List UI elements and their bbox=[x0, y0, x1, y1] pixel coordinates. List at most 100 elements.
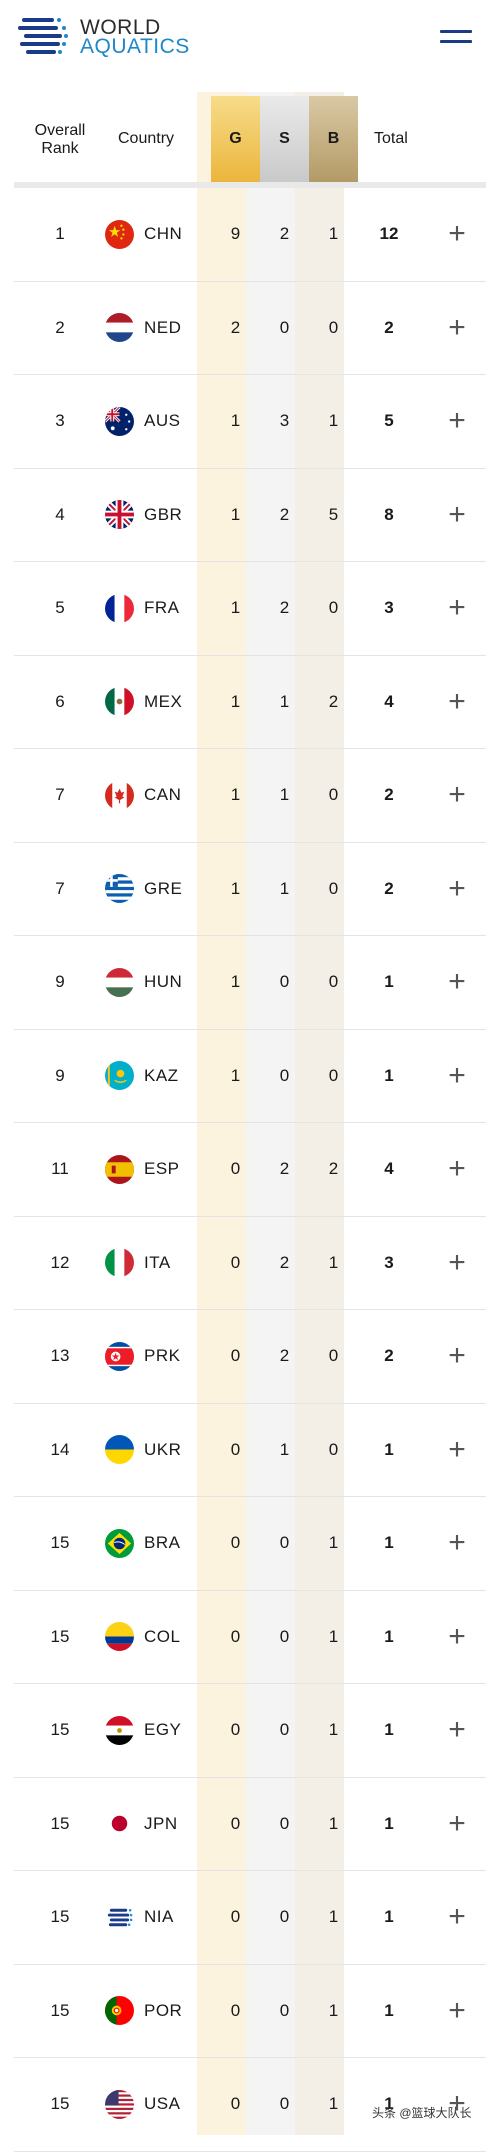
bronze-count: 2 bbox=[328, 1159, 339, 1178]
silver-count: 1 bbox=[279, 1439, 290, 1459]
country-code[interactable]: USA bbox=[144, 2094, 181, 2113]
bronze-count: 2 bbox=[328, 691, 339, 711]
table-row[interactable]: 15 POR 0 0 1 1 + bbox=[14, 1965, 486, 2058]
country-code[interactable]: NED bbox=[144, 317, 182, 337]
expand-plus-icon[interactable]: + bbox=[448, 684, 466, 718]
bronze-header[interactable]: B bbox=[309, 96, 358, 182]
country-code[interactable]: JPN bbox=[144, 1813, 178, 1833]
gold-count: 0 bbox=[230, 1907, 241, 1926]
total-count: 3 bbox=[384, 598, 394, 617]
table-row[interactable]: 13 PRK 0 2 0 2 + bbox=[14, 1310, 486, 1404]
gold-header[interactable]: G bbox=[211, 96, 260, 182]
country-code[interactable]: PRK bbox=[144, 1346, 181, 1365]
rank-cell: 15 bbox=[50, 1626, 70, 1646]
bronze-count: 0 bbox=[328, 317, 339, 337]
prk-flag-icon bbox=[105, 1341, 134, 1371]
country-code[interactable]: MEX bbox=[144, 691, 183, 711]
expand-plus-icon[interactable]: + bbox=[448, 404, 466, 437]
expand-plus-icon[interactable]: + bbox=[448, 217, 466, 250]
table-row[interactable]: 9 HUN 1 0 0 1 + bbox=[14, 936, 486, 1030]
country-code[interactable]: GRE bbox=[144, 878, 183, 898]
silver-header[interactable]: S bbox=[260, 96, 309, 182]
country-code[interactable]: KAZ bbox=[144, 1065, 179, 1085]
expand-plus-icon[interactable]: + bbox=[448, 1245, 466, 1279]
table-row[interactable]: 1 CHN 9 2 1 12 + bbox=[14, 188, 486, 282]
table-row[interactable]: 6 MEX 1 1 2 4 + bbox=[14, 656, 486, 749]
country-code[interactable]: BRA bbox=[144, 1533, 181, 1552]
esp-flag-icon bbox=[105, 1154, 134, 1184]
expand-plus-icon[interactable]: + bbox=[448, 1619, 466, 1653]
silver-count: 1 bbox=[279, 878, 290, 898]
ned-flag-icon bbox=[105, 313, 134, 342]
country-header[interactable]: Country bbox=[118, 130, 175, 147]
country-code[interactable]: EGY bbox=[144, 1720, 182, 1739]
expand-plus-icon[interactable]: + bbox=[448, 1900, 466, 1933]
table-row[interactable]: 4 GBR 1 2 5 8 + bbox=[14, 469, 486, 562]
silver-count: 0 bbox=[279, 1907, 290, 1926]
gold-count: 1 bbox=[230, 598, 241, 617]
expand-plus-icon[interactable]: + bbox=[448, 1058, 466, 1092]
country-code[interactable]: UKR bbox=[144, 1439, 182, 1459]
table-row[interactable]: 7 GRE 1 1 0 2 + bbox=[14, 843, 486, 936]
expand-plus-icon[interactable]: + bbox=[448, 2087, 466, 2120]
expand-plus-icon[interactable]: + bbox=[448, 871, 466, 905]
expand-plus-icon[interactable]: + bbox=[448, 310, 466, 344]
expand-plus-icon[interactable]: + bbox=[448, 1713, 466, 1746]
country-code[interactable]: FRA bbox=[144, 598, 180, 617]
table-row[interactable]: 12 ITA 0 2 1 3 + bbox=[14, 1217, 486, 1310]
bronze-count: 1 bbox=[328, 411, 339, 430]
expand-plus-icon[interactable]: + bbox=[448, 778, 466, 811]
country-code[interactable]: COL bbox=[144, 1626, 181, 1646]
table-row[interactable]: 11 ESP 0 2 2 4 + bbox=[14, 1123, 486, 1217]
table-row[interactable]: 15 EGY 0 0 1 1 + bbox=[14, 1684, 486, 1778]
total-header[interactable]: Total bbox=[374, 130, 408, 147]
country-code[interactable]: ITA bbox=[144, 1252, 171, 1272]
hamburger-menu-icon[interactable] bbox=[440, 26, 474, 48]
expand-plus-icon[interactable]: + bbox=[448, 591, 466, 624]
rank-header[interactable]: Overall Rank bbox=[34, 122, 86, 157]
world-aquatics-logo[interactable] bbox=[18, 14, 70, 62]
table-row[interactable]: 15 NIA 0 0 1 1 + bbox=[14, 1871, 486, 1965]
table-body: 1 CHN 9 2 1 12 +2 NED 2 0 0 2 +3 AUS 1 3 1 5 +4 GBR 1 2 5 8 +5 FR… bbox=[14, 188, 486, 2152]
expand-plus-icon[interactable]: + bbox=[448, 1993, 466, 2027]
country-code[interactable]: GBR bbox=[144, 504, 183, 524]
country-code[interactable]: POR bbox=[144, 2000, 183, 2020]
table-row[interactable]: 9 KAZ 1 0 0 1 + bbox=[14, 1030, 486, 1123]
expand-plus-icon[interactable]: + bbox=[448, 965, 466, 998]
total-count: 3 bbox=[384, 1252, 394, 1272]
country-code[interactable]: AUS bbox=[144, 411, 181, 430]
gold-count: 0 bbox=[230, 1439, 241, 1459]
gold-count: 0 bbox=[230, 1533, 241, 1552]
table-row[interactable]: 15 BRA 0 0 1 1 + bbox=[14, 1497, 486, 1591]
bronze-count: 5 bbox=[328, 504, 339, 524]
table-row[interactable]: 2 NED 2 0 0 2 + bbox=[14, 282, 486, 375]
country-code[interactable]: NIA bbox=[144, 1907, 174, 1926]
ukr-flag-icon bbox=[105, 1435, 134, 1464]
bronze-count: 1 bbox=[328, 1720, 339, 1739]
expand-plus-icon[interactable]: + bbox=[448, 1806, 466, 1840]
brand-name[interactable]: WORLD AQUATICS bbox=[80, 17, 190, 58]
table-row[interactable]: 5 FRA 1 2 0 3 + bbox=[14, 562, 486, 656]
country-code[interactable]: ESP bbox=[144, 1159, 180, 1178]
rank-cell: 1 bbox=[55, 224, 65, 243]
usa-flag-icon bbox=[105, 2089, 134, 2119]
expand-plus-icon[interactable]: + bbox=[448, 1526, 466, 1559]
gold-count: 1 bbox=[230, 1065, 241, 1085]
table-row[interactable]: 3 AUS 1 3 1 5 + bbox=[14, 375, 486, 469]
silver-column-bg bbox=[246, 92, 295, 2135]
country-code[interactable]: HUN bbox=[144, 972, 183, 991]
country-code[interactable]: CAN bbox=[144, 785, 182, 804]
country-code[interactable]: CHN bbox=[144, 224, 183, 243]
bronze-column-bg bbox=[295, 92, 344, 2135]
table-row[interactable]: 15 JPN 0 0 1 1 + bbox=[14, 1778, 486, 1871]
expand-plus-icon[interactable]: + bbox=[448, 1432, 466, 1466]
table-row[interactable]: 7 CAN 1 1 0 2 + bbox=[14, 749, 486, 843]
brand-line2: AQUATICS bbox=[80, 35, 190, 58]
total-count: 1 bbox=[384, 1813, 394, 1833]
expand-plus-icon[interactable]: + bbox=[448, 1152, 466, 1185]
table-row[interactable]: 14 UKR 0 1 0 1 + bbox=[14, 1404, 486, 1497]
expand-plus-icon[interactable]: + bbox=[448, 497, 466, 531]
rank-cell: 15 bbox=[50, 2094, 70, 2113]
expand-plus-icon[interactable]: + bbox=[448, 1339, 466, 1372]
table-row[interactable]: 15 COL 0 0 1 1 + bbox=[14, 1591, 486, 1684]
